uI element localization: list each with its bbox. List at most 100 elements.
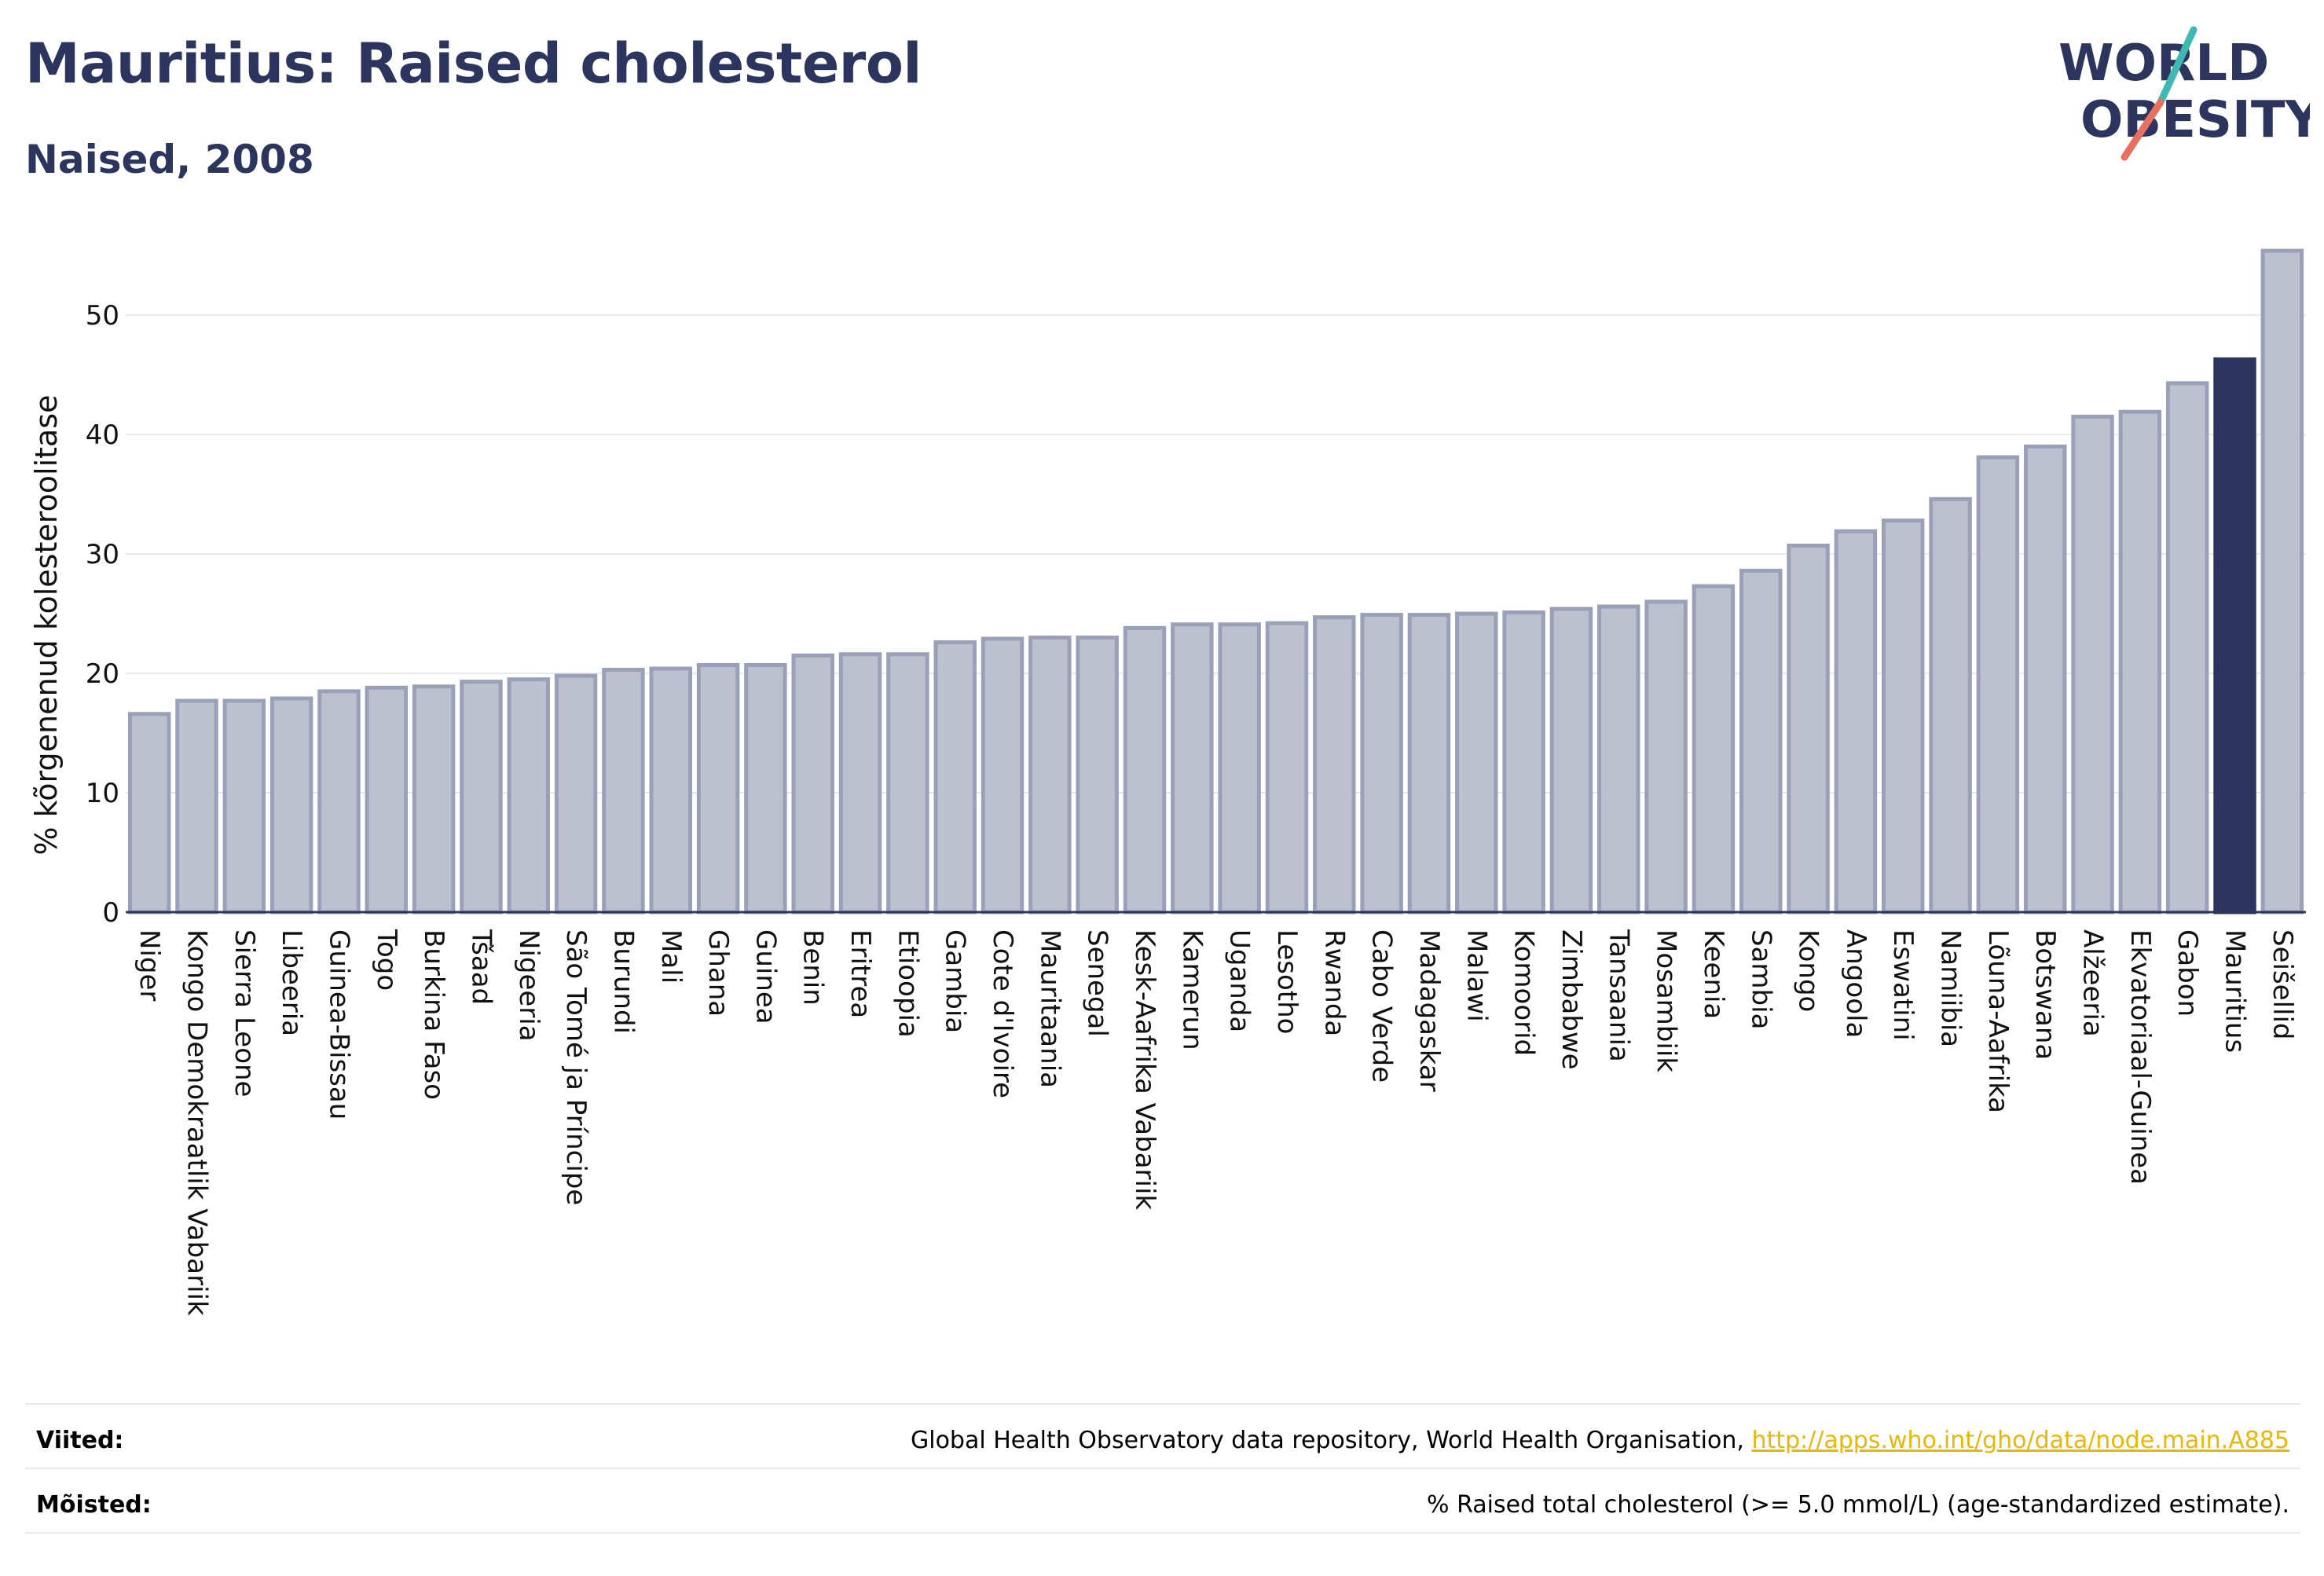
bar (1787, 543, 1830, 914)
x-tick-label: Cabo Verde (1366, 929, 1398, 1083)
x-tick-label: Kesk-Aafrika Vabariik (1129, 929, 1160, 1210)
bar (317, 689, 361, 914)
bar (602, 668, 645, 914)
x-tick-label: Tšaad (465, 929, 497, 1005)
x-tick-label: Madagaskar (1413, 929, 1445, 1092)
bar (1076, 635, 1119, 914)
bar (1692, 584, 1736, 914)
world-obesity-logo: WORLD OBESITY (2058, 26, 2310, 161)
bar (649, 666, 692, 914)
x-tick-label: Sierra Leone (229, 929, 260, 1097)
x-tick-label: Nigeeria (513, 929, 544, 1042)
x-tick-label: Gabon (2172, 929, 2203, 1017)
bar (1360, 613, 1403, 914)
bar (1834, 529, 1878, 914)
y-tick-label: 0 (102, 897, 119, 929)
x-tick-label: Libeeria (276, 929, 307, 1036)
bar (1028, 635, 1072, 914)
bar (933, 640, 977, 914)
bar (127, 712, 171, 914)
x-tick-label: Zimbabwe (1556, 929, 1587, 1070)
bar (1597, 604, 1640, 914)
bar (838, 652, 882, 914)
x-tick-label: Mauritius (2220, 929, 2251, 1053)
bar (222, 698, 266, 914)
sources-link[interactable]: http://apps.who.int/gho/data/node.main.A… (1751, 1427, 2289, 1454)
x-tick-label: Lõuna-Aafrika (1982, 929, 2014, 1113)
y-axis-label: % kõrgenenud kolesteroolitase (29, 394, 64, 855)
bar (269, 696, 313, 914)
x-tick-label: Ghana (702, 929, 734, 1017)
x-tick-label: Etioopia (892, 929, 923, 1038)
footer-divider (25, 1468, 2300, 1469)
y-tick-label: 40 (86, 420, 119, 451)
x-tick-label: Mauritaania (1034, 929, 1065, 1088)
x-tick-label: Benin (797, 929, 829, 1006)
x-tick-label: Guinea (750, 929, 781, 1024)
bar (507, 677, 551, 914)
logo-text-world: WORLD (2058, 35, 2269, 93)
bar (1455, 611, 1498, 914)
bar (1976, 455, 2020, 914)
bar (1265, 621, 1309, 914)
y-tick-label: 10 (86, 778, 119, 809)
x-tick-label: Kongo Demokraatlik Vabariik (181, 929, 212, 1316)
bar (886, 652, 929, 914)
bar (1313, 615, 1356, 914)
x-tick-label: Seišellid (2267, 929, 2298, 1040)
definitions-label: Mõisted: (36, 1491, 152, 1519)
x-tick-label: Togo (371, 929, 402, 991)
x-tick-label: Eritrea (845, 929, 876, 1018)
bar (1881, 519, 1925, 914)
bar (412, 684, 456, 914)
logo-slash-teal (2157, 26, 2198, 106)
bar (2071, 414, 2114, 914)
logo-text-obesity: OBESITY (2080, 91, 2310, 149)
bar (175, 698, 218, 914)
x-tick-label: Ekvatoriaal-Guinea (2124, 929, 2156, 1185)
bar (1549, 607, 1593, 914)
bar-chart: 0 10 20 30 40 50 % kõrgenenud kolesteroolitase… (29, 248, 2306, 1316)
x-tick-label: Gambia (940, 929, 971, 1033)
footer-divider (25, 1532, 2300, 1534)
x-tick-label: Botswana (2029, 929, 2061, 1060)
sources-citation: Global Health Observatory data repositor… (911, 1427, 1744, 1454)
sources-text: Global Health Observatory data repositor… (911, 1427, 2289, 1454)
x-tick-label: Guinea-Bissau (323, 929, 354, 1120)
x-tick-label: Burundi (607, 929, 639, 1034)
bar (696, 662, 740, 914)
bar (2165, 381, 2209, 914)
definitions-text: % Raised total cholesterol (>= 5.0 mmol/… (1427, 1491, 2289, 1519)
x-tick-label: Uganda (1224, 929, 1255, 1032)
x-tick-label: Sambia (1745, 929, 1776, 1029)
bar (2118, 409, 2162, 914)
bar (744, 662, 787, 914)
y-tick-label: 50 (86, 300, 119, 332)
y-tick-label: 30 (86, 539, 119, 570)
x-tick-label: Namiibia (1935, 929, 1967, 1047)
x-tick-label: Niger (134, 929, 165, 1001)
x-tick-label: Burkina Faso (418, 929, 449, 1100)
x-tick-label: São Tomé ja Príncipe (560, 929, 592, 1205)
bar (981, 636, 1025, 914)
x-tick-label: Alžeeria (2077, 929, 2109, 1037)
x-tick-label: Keenia (1698, 929, 1729, 1019)
bar (1739, 568, 1783, 914)
x-tick-label: Kongo (1793, 929, 1824, 1012)
x-tick-label: Mali (655, 929, 687, 984)
bar (1929, 497, 1972, 914)
bar (2213, 357, 2256, 914)
x-tick-label: Komoorid (1508, 929, 1540, 1056)
y-tick-label: 20 (86, 658, 119, 690)
bar (460, 680, 503, 914)
bar (2023, 444, 2067, 914)
page-subtitle: Naised, 2008 (25, 137, 314, 182)
bar (365, 685, 409, 914)
x-tick-label: Cote d'Ivoire (987, 929, 1018, 1098)
bar (2260, 248, 2304, 914)
logo-slash-coral (2121, 98, 2165, 161)
x-tick-label: Kamerun (1176, 929, 1208, 1050)
x-tick-label: Tansaania (1603, 929, 1634, 1062)
x-tick-label: Malawi (1461, 929, 1492, 1022)
x-tick-label: Angoola (1840, 929, 1871, 1038)
